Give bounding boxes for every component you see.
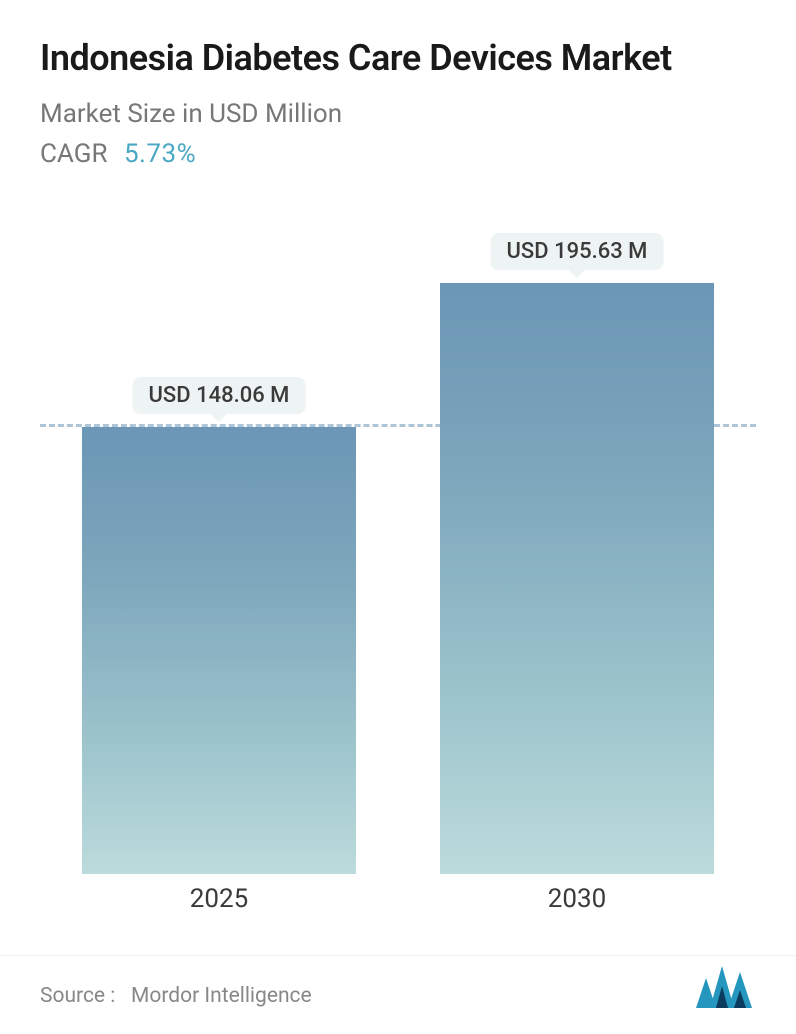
bar-slot-0: USD 148.06 M <box>54 270 383 874</box>
bars-wrap: USD 148.06 M USD 195.63 M <box>40 270 756 874</box>
bar-2025: USD 148.06 M <box>82 427 355 874</box>
cagr-label: CAGR <box>40 139 107 169</box>
x-label-0: 2025 <box>54 884 383 914</box>
x-label-1: 2030 <box>412 884 741 914</box>
chart-container: Indonesia Diabetes Care Devices Market M… <box>0 0 796 1034</box>
bar-slot-1: USD 195.63 M <box>412 270 741 874</box>
cagr-value: 5.73% <box>124 139 196 169</box>
footer-divider <box>0 955 796 956</box>
chart-area: USD 148.06 M USD 195.63 M 2025 2030 <box>40 270 756 924</box>
source-value: Mordor Intelligence <box>131 984 312 1008</box>
cagr-row: CAGR 5.73% <box>40 139 756 169</box>
value-badge-2030: USD 195.63 M <box>491 233 664 270</box>
chart-subtitle: Market Size in USD Million <box>40 99 756 129</box>
x-axis-labels: 2025 2030 <box>40 874 756 924</box>
value-badge-2025: USD 148.06 M <box>133 377 306 414</box>
mordor-logo-icon <box>696 966 756 1008</box>
bar-2030: USD 195.63 M <box>440 283 713 874</box>
footer: Source : Mordor Intelligence <box>40 966 756 1008</box>
source-text: Source : Mordor Intelligence <box>40 984 312 1008</box>
chart-title: Indonesia Diabetes Care Devices Market <box>40 36 756 81</box>
source-label: Source : <box>40 984 115 1008</box>
